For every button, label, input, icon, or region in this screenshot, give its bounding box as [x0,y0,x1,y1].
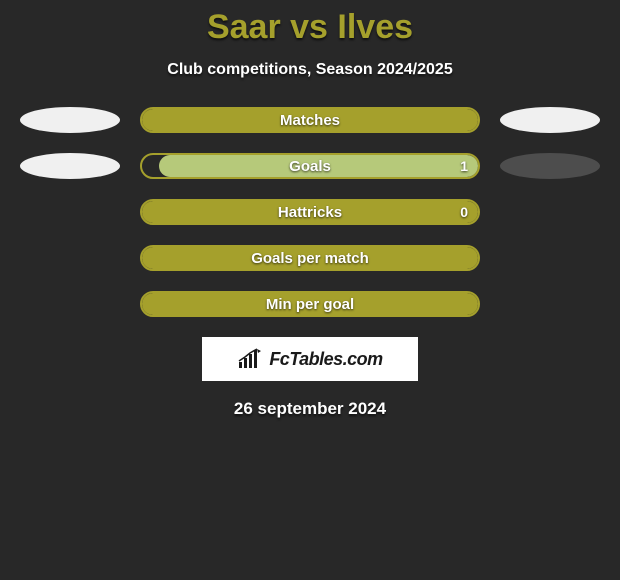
stat-label: Matches [142,109,478,131]
footer-date: 26 september 2024 [0,399,620,419]
stat-label: Goals per match [142,247,478,269]
left-ellipse [20,245,120,271]
right-ellipse [500,153,600,179]
stat-label: Goals [142,155,478,177]
right-ellipse [500,107,600,133]
chart-icon [237,348,263,370]
branding-badge: FcTables.com [202,337,418,381]
stat-bar: Goals1 [140,153,480,179]
stat-value: 1 [460,155,468,177]
stat-bar: Matches [140,107,480,133]
page-title: Saar vs Ilves [0,0,620,47]
subtitle: Club competitions, Season 2024/2025 [0,61,620,79]
stat-row: Hattricks0 [0,199,620,225]
branding-text: FcTables.com [269,349,382,370]
stat-row: Min per goal [0,291,620,317]
stat-row: Goals per match [0,245,620,271]
left-ellipse [20,199,120,225]
stat-bar: Min per goal [140,291,480,317]
stat-bar: Hattricks0 [140,199,480,225]
left-ellipse [20,291,120,317]
stats-container: Matches Goals1 Hattricks0 Goals per match Mi… [0,107,620,317]
stat-row: Goals1 [0,153,620,179]
left-ellipse [20,153,120,179]
left-ellipse [20,107,120,133]
right-ellipse [500,291,600,317]
stat-label: Min per goal [142,293,478,315]
stat-bar: Goals per match [140,245,480,271]
right-ellipse [500,199,600,225]
stat-label: Hattricks [142,201,478,223]
stat-value: 0 [460,201,468,223]
right-ellipse [500,245,600,271]
stat-row: Matches [0,107,620,133]
